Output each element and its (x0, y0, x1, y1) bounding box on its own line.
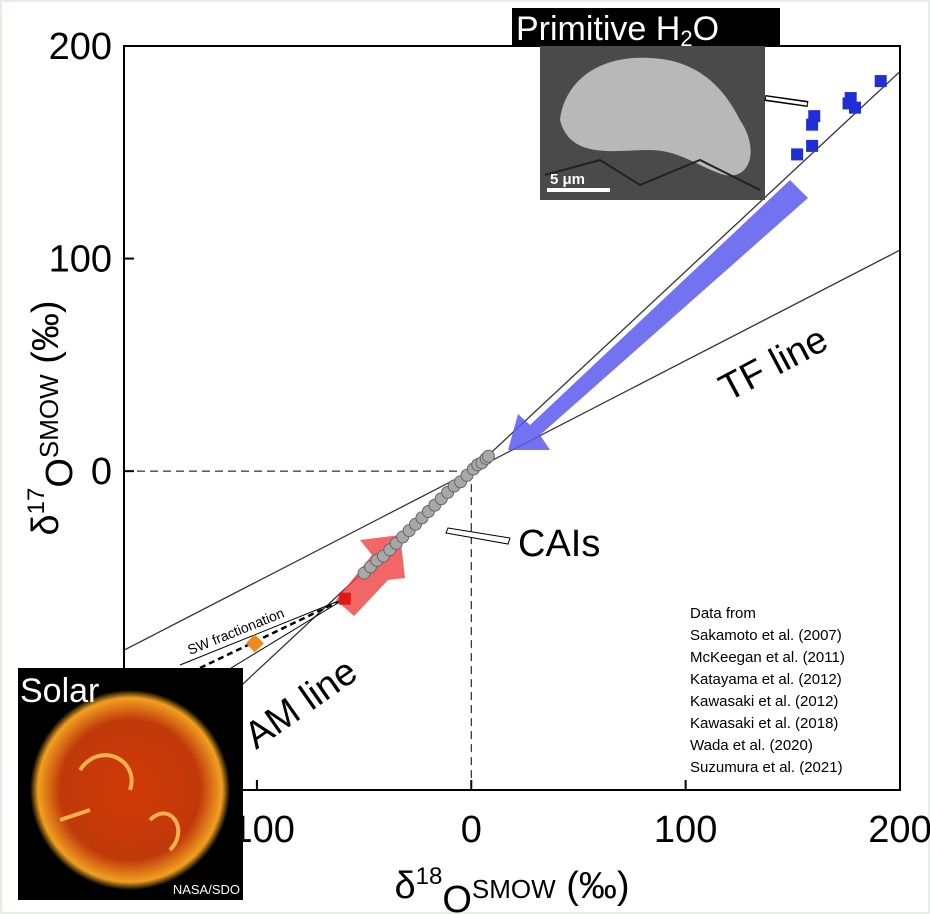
credit: NASA/SDO (173, 882, 240, 897)
solar-title: Solar (20, 672, 99, 710)
source-item: Kawasaki et al. (2018) (690, 715, 838, 732)
h2o-title-part: 2 (680, 26, 692, 51)
square-point (849, 102, 861, 114)
chart: -10001002000100200TF lineAM lineCAIsSW f… (0, 0, 930, 914)
source-item: Suzumura et al. (2021) (690, 759, 843, 776)
h2o-title-part: Primitive H (516, 10, 680, 48)
x-axis-label-part: O (442, 879, 472, 914)
y-axis-label-part: (‰) (25, 300, 67, 374)
y-axis-label-part: 17 (23, 488, 50, 515)
y-tick-label: 200 (49, 26, 112, 68)
y-axis-label-part: SMOW (34, 374, 64, 458)
source-item: Wada et al. (2020) (690, 737, 813, 754)
x-axis-label-part: 18 (416, 863, 443, 890)
y-axis-label-part: δ (25, 514, 67, 535)
sources-title: Data from (690, 605, 756, 622)
square-point (339, 593, 351, 605)
y-axis-label-part: O (39, 458, 81, 488)
source-item: Katayama et al. (2012) (690, 671, 842, 688)
x-axis-label-part: δ (394, 865, 415, 907)
cais-label: CAIs (518, 523, 600, 565)
y-tick-label: 0 (91, 451, 112, 493)
x-axis-label-part: (‰) (556, 865, 630, 907)
source-item: Kawasaki et al. (2012) (690, 693, 838, 710)
x-tick-label: 0 (461, 809, 482, 851)
h2o-title-part: O (693, 10, 719, 48)
square-point (808, 110, 820, 122)
square-point (791, 148, 803, 160)
x-tick-label: 200 (868, 809, 930, 851)
y-tick-label: 100 (49, 239, 112, 281)
x-tick-label: 100 (654, 809, 717, 851)
source-item: Sakamoto et al. (2007) (690, 627, 842, 644)
scale-label: 5 μm (550, 171, 585, 188)
cai-point (482, 450, 494, 462)
square-point (875, 75, 887, 87)
x-axis-label-part: SMOW (472, 874, 556, 904)
source-item: McKeegan et al. (2011) (690, 649, 845, 666)
square-point (806, 140, 818, 152)
